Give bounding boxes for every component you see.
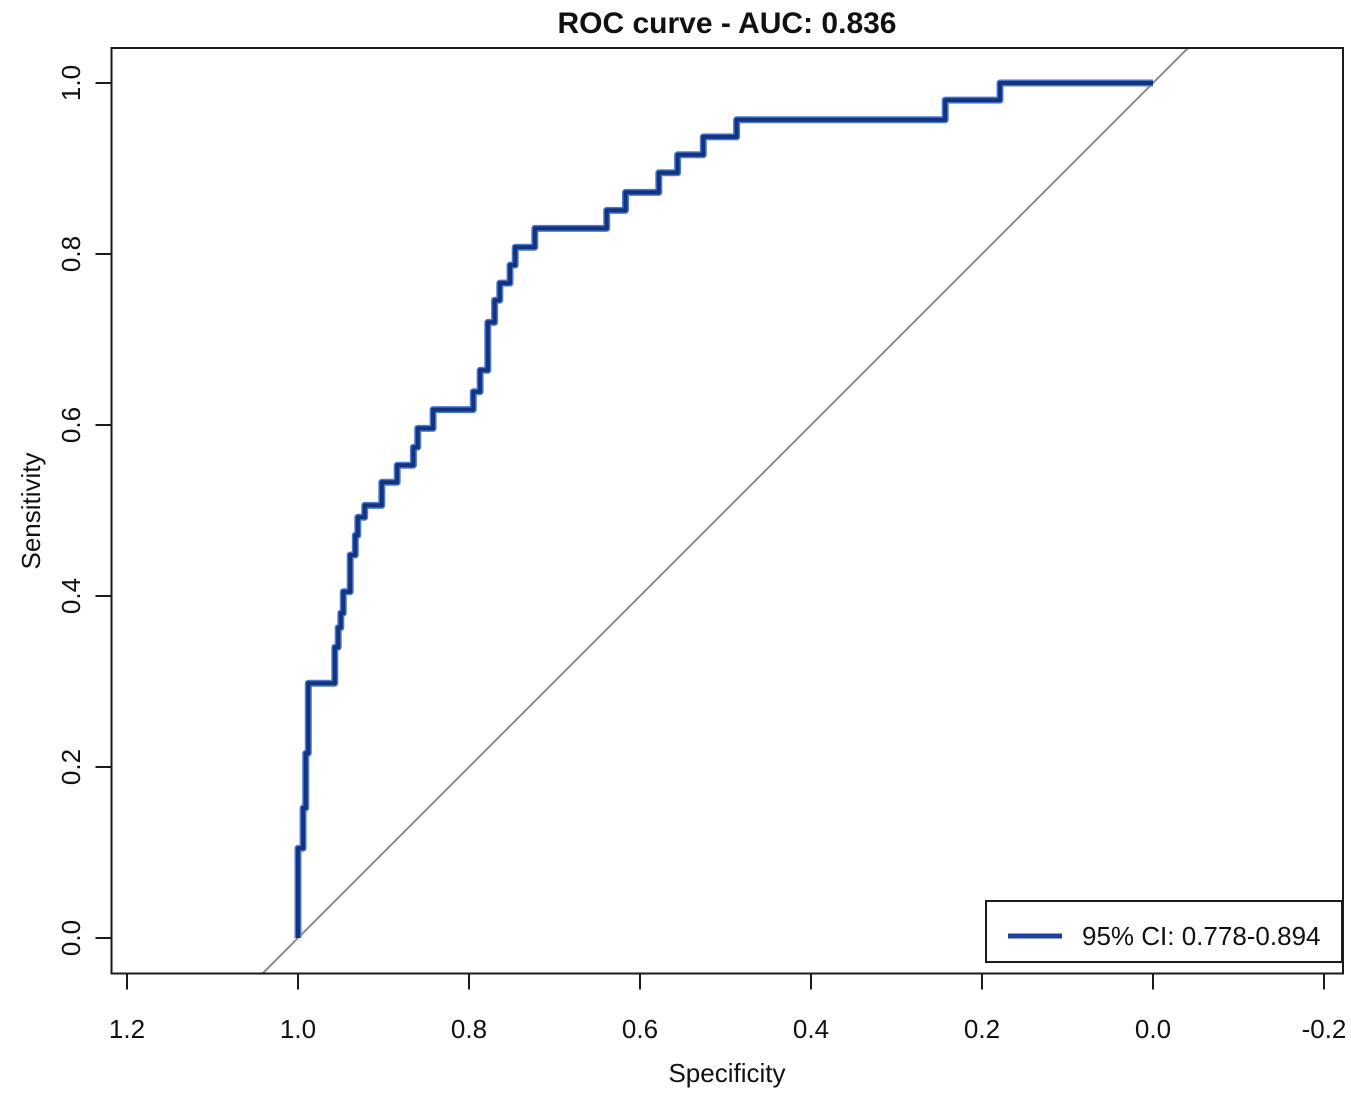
x-tick-label: 0.8: [451, 1014, 487, 1044]
x-tick-label: 0.0: [1135, 1014, 1171, 1044]
roc-curve-line: [296, 81, 1153, 938]
plot-border: [110, 47, 1344, 975]
x-tick-label: 0.4: [793, 1014, 829, 1044]
legend-label: 95% CI: 0.778-0.894: [1082, 921, 1321, 951]
y-tick-label: 0.0: [56, 920, 86, 956]
y-tick-label: 0.4: [56, 578, 86, 614]
chance-diagonal-line: [261, 47, 1189, 975]
x-tick-label: 0.6: [622, 1014, 658, 1044]
x-tick-label: 1.0: [280, 1014, 316, 1044]
chart-title: ROC curve - AUC: 0.836: [558, 7, 897, 40]
y-tick-label: 1.0: [56, 65, 86, 101]
x-axis-title: Specificity: [668, 1058, 785, 1088]
y-axis-title: Sensitivity: [16, 452, 46, 569]
y-axis-ticks: 0.0 0.2 0.4 0.6 0.8 1.0: [56, 65, 111, 956]
legend: 95% CI: 0.778-0.894: [985, 900, 1343, 963]
y-tick-label: 0.6: [56, 407, 86, 443]
x-tick-label: -0.2: [1302, 1014, 1347, 1044]
x-axis-ticks: 1.2 1.0 0.8 0.6 0.4 0.2 0.0 -0.2: [109, 974, 1347, 1044]
y-tick-label: 0.2: [56, 749, 86, 785]
y-tick-label: 0.8: [56, 236, 86, 272]
x-tick-label: 1.2: [109, 1014, 145, 1044]
x-tick-label: 0.2: [964, 1014, 1000, 1044]
legend-box: [985, 900, 1343, 963]
